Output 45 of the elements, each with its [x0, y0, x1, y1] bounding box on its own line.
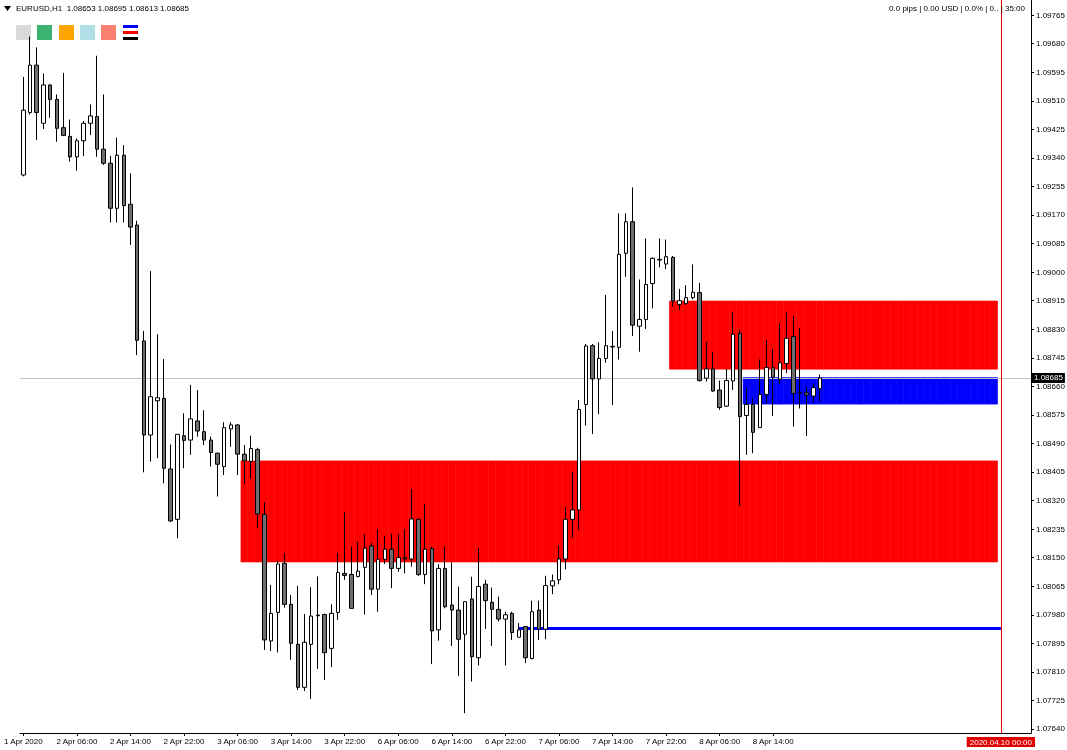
x-tick-label: 7 Apr 14:00: [592, 736, 634, 746]
x-tick-label: 3 Apr 06:00: [217, 736, 259, 746]
x-tick-label: 6 Apr 22:00: [484, 736, 527, 746]
x-tick-label: 7 Apr 06:00: [538, 736, 580, 746]
y-tick-label: 1.09170: [1036, 210, 1066, 220]
y-tick-label: 1.09765: [1036, 10, 1066, 20]
y-tick-label: 1.09000: [1036, 267, 1066, 277]
x-tick-label: 3 Apr 14:00: [270, 736, 313, 746]
y-tick-label: 1.08065: [1036, 581, 1066, 591]
y-tick-label: 1.09510: [1036, 96, 1066, 106]
y-tick-label: 1.08915: [1036, 296, 1066, 306]
y-tick-label: 1.08575: [1036, 410, 1066, 420]
x-tick-label: 1 Apr 2020: [4, 736, 44, 746]
y-tick-label: 1.08320: [1036, 496, 1066, 506]
x-tick-label: 2 Apr 06:00: [56, 736, 98, 746]
y-tick-label: 1.08660: [1036, 381, 1066, 391]
annotation: 0.0 pips | 0.00 USD | 0.0% | 0.. | 35:00: [889, 4, 1025, 14]
y-tick-label: 1.08405: [1036, 467, 1066, 477]
x-tick-label: 8 Apr 06:00: [699, 736, 741, 746]
y-tick-label: 1.08235: [1036, 524, 1066, 534]
x-tick-label: 2 Apr 14:00: [110, 736, 152, 746]
ref-line-label: 1.08685: [1034, 373, 1064, 383]
x-tick-label: 7 Apr 22:00: [645, 736, 688, 746]
x-tick-label: 6 Apr 14:00: [431, 736, 473, 746]
y-tick-label: 1.09255: [1036, 181, 1066, 191]
x-tick-label: 2 Apr 22:00: [163, 736, 206, 746]
y-tick-label: 1.07980: [1036, 610, 1066, 620]
y-tick-label: 1.08490: [1036, 438, 1066, 448]
y-tick-label: 1.08150: [1036, 553, 1066, 563]
y-tick-label: 1.09680: [1036, 39, 1066, 49]
x-tick-label: 2020.04.10 00:00: [969, 737, 1033, 747]
y-tick-label: 1.09340: [1036, 153, 1066, 163]
y-tick-label: 1.09595: [1036, 67, 1066, 77]
x-tick-label: 6 Apr 06:00: [377, 736, 420, 746]
x-tick-label: 3 Apr 22:00: [324, 736, 366, 746]
y-tick-label: 1.07810: [1036, 667, 1066, 677]
y-tick-label: 1.07725: [1036, 695, 1066, 705]
y-tick-label: 1.07895: [1036, 638, 1066, 648]
y-tick-label: 1.09425: [1036, 124, 1066, 134]
x-tick-label: 8 Apr 14:00: [752, 736, 795, 746]
y-tick-label: 1.07640: [1036, 724, 1066, 734]
text: EURUSD,H1 1.08653 1.08695 1.08613 1.08685: [16, 4, 190, 14]
y-tick-label: 1.09085: [1036, 239, 1066, 249]
y-tick-label: 1.08830: [1036, 324, 1066, 334]
y-tick-label: 1.08745: [1036, 353, 1066, 363]
